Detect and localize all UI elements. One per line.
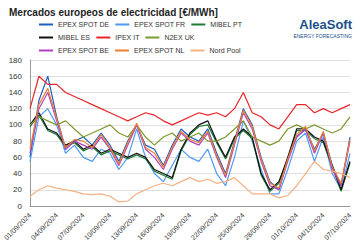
svg-text:19/09/2024: 19/09/2024 (163, 211, 193, 241)
svg-text:22/09/2024: 22/09/2024 (189, 211, 219, 241)
svg-text:40: 40 (13, 169, 22, 178)
svg-text:01/09/2024: 01/09/2024 (3, 211, 33, 241)
svg-text:80: 80 (13, 137, 22, 146)
svg-text:ENERGY FORECASTING: ENERGY FORECASTING (293, 33, 352, 39)
svg-text:160: 160 (9, 72, 23, 81)
svg-text:180: 180 (9, 56, 23, 65)
svg-text:MIBEL PT: MIBEL PT (210, 21, 242, 28)
svg-text:16/09/2024: 16/09/2024 (136, 211, 166, 241)
svg-text:25/09/2024: 25/09/2024 (216, 211, 246, 241)
svg-text:EPEX SPOT NL: EPEX SPOT NL (134, 47, 185, 54)
svg-text:EPEX SPOT FR: EPEX SPOT FR (134, 21, 185, 28)
svg-text:10/09/2024: 10/09/2024 (83, 211, 113, 241)
svg-text:Mercados europeos de electrici: Mercados europeos de electricidad [€/MWh… (9, 7, 218, 18)
svg-text:EPEX SPOT BE: EPEX SPOT BE (58, 47, 109, 54)
svg-text:13/09/2024: 13/09/2024 (109, 211, 139, 241)
svg-text:07/10/2024: 07/10/2024 (323, 211, 353, 241)
svg-text:04/10/2024: 04/10/2024 (296, 211, 326, 241)
svg-text:100: 100 (9, 120, 23, 129)
svg-text:MIBEL ES: MIBEL ES (58, 34, 90, 41)
svg-text:20: 20 (13, 185, 22, 194)
svg-text:28/09/2024: 28/09/2024 (243, 211, 273, 241)
svg-text:04/09/2024: 04/09/2024 (29, 211, 59, 241)
svg-text:140: 140 (9, 88, 23, 97)
svg-text:IPEX IT: IPEX IT (115, 34, 140, 41)
svg-text:EPEX SPOT DE: EPEX SPOT DE (58, 21, 110, 28)
svg-text:07/09/2024: 07/09/2024 (56, 211, 86, 241)
svg-text:60: 60 (13, 153, 22, 162)
svg-text:Nord Pool: Nord Pool (210, 47, 242, 54)
svg-text:01/10/2024: 01/10/2024 (269, 211, 299, 241)
svg-text:N2EX UK: N2EX UK (164, 34, 194, 41)
svg-text:0: 0 (18, 202, 23, 211)
svg-text:120: 120 (9, 104, 23, 113)
svg-text:AleaSoft: AleaSoft (299, 17, 352, 32)
